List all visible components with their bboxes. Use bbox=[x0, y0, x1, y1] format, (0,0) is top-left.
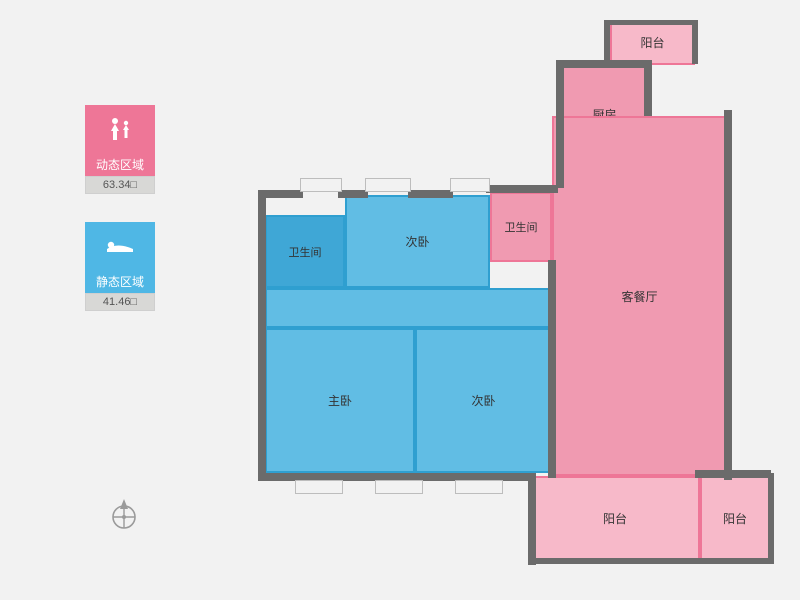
room-balcony-right: 阳台 bbox=[700, 476, 770, 561]
room-label-bedroom-2b: 次卧 bbox=[471, 392, 495, 409]
room-label-master: 主卧 bbox=[328, 392, 352, 409]
room-bedroom-2b: 次卧 bbox=[415, 328, 552, 473]
wall-15 bbox=[606, 20, 696, 25]
wall-5 bbox=[724, 110, 732, 480]
compass-icon bbox=[105, 495, 143, 533]
room-bath-2: 卫生间 bbox=[490, 192, 552, 262]
room-bath-1: 卫生间 bbox=[265, 215, 345, 288]
room-balcony-top: 阳台 bbox=[610, 20, 695, 65]
legend-dynamic: 动态区域 63.34□ bbox=[85, 105, 155, 194]
wall-17 bbox=[548, 260, 556, 478]
wall-12 bbox=[486, 185, 558, 193]
legend-static-label: 静态区域 bbox=[85, 270, 155, 293]
room-label-balcony-bottom: 阳台 bbox=[603, 510, 627, 527]
legend-static-value: 41.46□ bbox=[85, 293, 155, 311]
wall-9 bbox=[258, 190, 303, 198]
notch-2 bbox=[450, 178, 490, 192]
room-living: 客餐厅 bbox=[552, 116, 727, 476]
room-master: 主卧 bbox=[265, 328, 415, 473]
wall-10 bbox=[338, 190, 368, 198]
floorplan: 阳台厨房卫生间客餐厅阳台阳台卫生间次卧主卧次卧 bbox=[230, 20, 790, 580]
wall-6 bbox=[644, 60, 652, 116]
wall-11 bbox=[408, 190, 453, 198]
wall-13 bbox=[604, 20, 610, 64]
notch-0 bbox=[300, 178, 342, 192]
legend: 动态区域 63.34□ 静态区域 41.46□ bbox=[85, 105, 155, 339]
wall-16 bbox=[695, 470, 771, 478]
room-label-balcony-top: 阳台 bbox=[640, 34, 664, 51]
room-bedroom-2a: 次卧 bbox=[345, 195, 490, 288]
notch-3 bbox=[295, 480, 343, 494]
wall-0 bbox=[258, 190, 266, 480]
wall-3 bbox=[528, 558, 774, 564]
notch-4 bbox=[375, 480, 423, 494]
wall-7 bbox=[556, 60, 648, 68]
sleep-icon bbox=[85, 222, 155, 270]
wall-4 bbox=[768, 473, 774, 563]
legend-static: 静态区域 41.46□ bbox=[85, 222, 155, 311]
notch-5 bbox=[455, 480, 503, 494]
people-icon bbox=[85, 105, 155, 153]
room-balcony-bottom: 阳台 bbox=[530, 476, 700, 561]
room-label-bedroom-2a: 次卧 bbox=[405, 233, 429, 250]
room-label-bath-2: 卫生间 bbox=[505, 219, 538, 235]
legend-dynamic-label: 动态区域 bbox=[85, 153, 155, 176]
room-hall-static bbox=[265, 288, 552, 328]
room-label-balcony-right: 阳台 bbox=[723, 510, 747, 527]
room-label-living: 客餐厅 bbox=[621, 288, 657, 305]
room-label-bath-1: 卫生间 bbox=[289, 244, 322, 260]
wall-2 bbox=[528, 473, 536, 565]
wall-8 bbox=[556, 60, 564, 188]
notch-1 bbox=[365, 178, 411, 192]
wall-14 bbox=[692, 20, 698, 64]
legend-dynamic-value: 63.34□ bbox=[85, 176, 155, 194]
